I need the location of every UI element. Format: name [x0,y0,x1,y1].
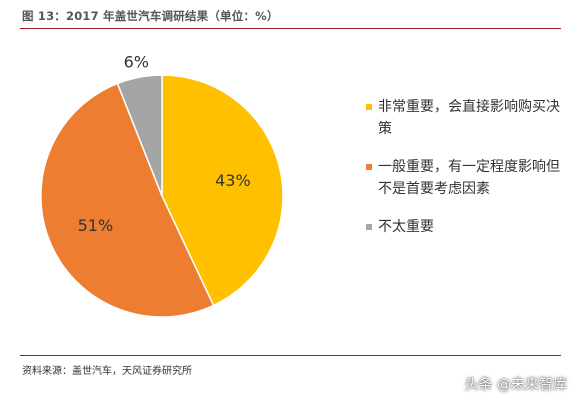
legend-label: 非常重要，会直接影响购买决策 [378,99,560,137]
slice-value-label: 51% [78,216,114,235]
legend-swatch [366,164,372,170]
legend-label: 一般重要，有一定程度影响但不是首要考虑因素 [378,159,560,197]
legend-item: 一般重要，有一定程度影响但不是首要考虑因素 [366,156,566,200]
pie-slice [161,74,284,307]
footer-divider [20,355,561,356]
legend-swatch [366,104,372,110]
watermark: 头条 @未来智库 [464,377,567,393]
slice-value-label: 6% [124,52,149,71]
title-divider [20,28,561,29]
legend-item: 不太重要 [366,216,566,238]
chart-title: 图 13：2017 年盖世汽车调研结果（单位：%） [22,9,279,23]
legend: 非常重要，会直接影响购买决策 一般重要，有一定程度影响但不是首要考虑因素 不太重… [366,96,566,254]
pie-slice [40,82,215,318]
legend-item: 非常重要，会直接影响购买决策 [366,96,566,140]
pie-slice [116,74,163,197]
slice-value-label: 43% [215,171,251,190]
source-note: 资料来源：盖世汽车，天风证券研究所 [22,366,192,377]
legend-swatch [366,224,372,230]
legend-label: 不太重要 [378,219,434,235]
